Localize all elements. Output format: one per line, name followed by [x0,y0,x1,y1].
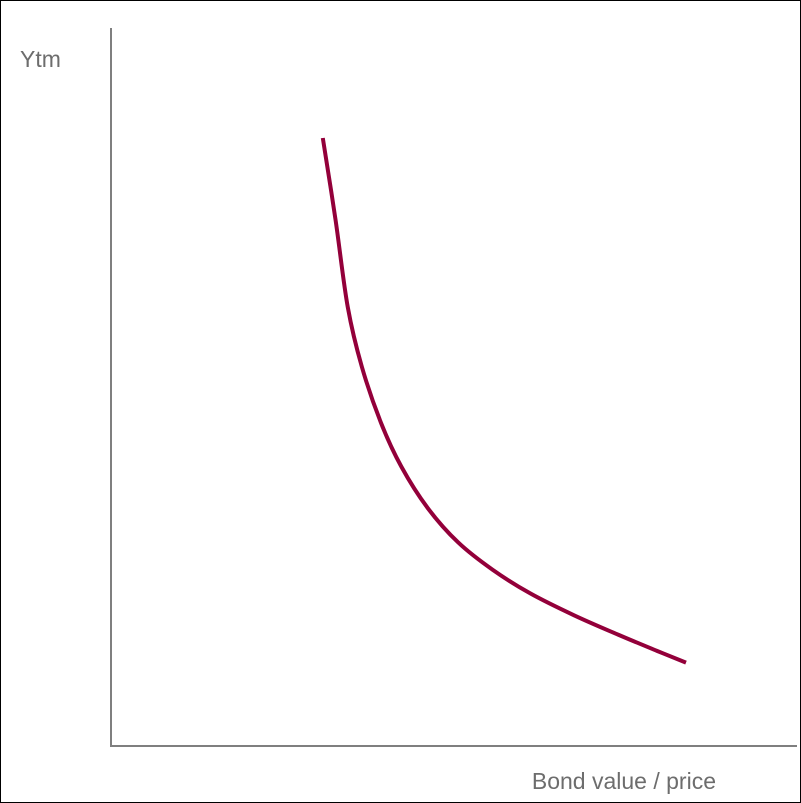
x-axis-label: Bond value / price [532,768,716,794]
series-layer [320,137,687,665]
series-line-1 [320,137,687,665]
y-axis-label: Ytm [20,46,61,72]
